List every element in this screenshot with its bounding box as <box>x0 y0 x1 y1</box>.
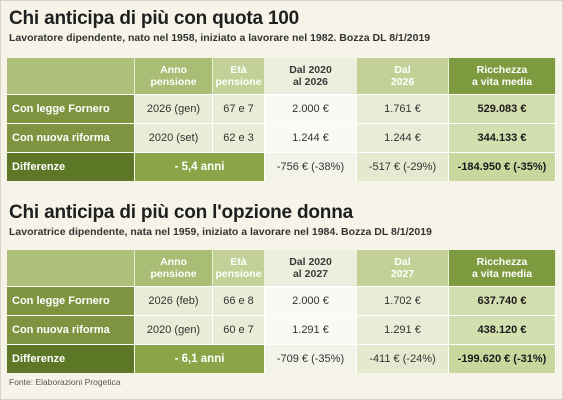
row-label: Differenze <box>7 152 135 181</box>
cell-eta: 67 e 7 <box>213 94 265 123</box>
header-blank <box>7 250 135 286</box>
section-title: Chi anticipa di più con l'opzione donna <box>9 202 353 223</box>
header-blank <box>7 58 135 94</box>
cell-anno: 2026 (feb) <box>135 286 213 315</box>
header-ricchezza: Ricchezza a vita media <box>449 250 556 286</box>
cell-ricchezza: 529.083 € <box>449 94 556 123</box>
cell-dal-2020: 1.244 € <box>265 123 357 152</box>
header-eta-pensione: Età pensione <box>213 250 265 286</box>
row-label: Con nuova riforma <box>7 123 135 152</box>
section-subtitle: Lavoratore dipendente, nato nel 1958, in… <box>9 32 431 44</box>
header-dal-2020: Dal 2020 al 2027 <box>265 250 357 286</box>
header-eta-pensione: Età pensione <box>213 58 265 94</box>
cell-dal: 1.702 € <box>357 286 449 315</box>
row-label: Con nuova riforma <box>7 315 135 344</box>
row-label: Con legge Fornero <box>7 94 135 123</box>
cell-diff-ricchezza: -199.620 € (-31%) <box>449 344 556 373</box>
cell-ricchezza: 438.120 € <box>449 315 556 344</box>
row-label: Differenze <box>7 344 135 373</box>
cell-diff-dal: -411 € (-24%) <box>357 344 449 373</box>
quota-100-section: Chi anticipa di più con quota 100 Lavora… <box>0 8 563 181</box>
table-row: Con nuova riforma 2020 (set) 62 e 3 1.24… <box>7 123 556 152</box>
cell-anno: 2020 (set) <box>135 123 213 152</box>
header-dal: Dal 2026 <box>357 58 449 94</box>
differences-row: Differenze - 5,4 anni -756 € (-38%) -517… <box>7 152 556 181</box>
section-subtitle: Lavoratrice dipendente, nata nel 1959, i… <box>9 226 432 238</box>
header-row: Anno pensione Età pensione Dal 2020 al 2026… <box>7 58 556 94</box>
differences-row: Differenze - 6,1 anni -709 € (-35%) -411… <box>7 344 556 373</box>
cell-diff-anni: - 6,1 anni <box>135 344 265 373</box>
comparison-table: Anno pensione Età pensione Dal 2020 al 2027… <box>7 250 556 373</box>
cell-diff-dal-2020: -756 € (-38%) <box>265 152 357 181</box>
comparison-table: Anno pensione Età pensione Dal 2020 al 2026… <box>7 58 556 181</box>
cell-eta: 66 e 8 <box>213 286 265 315</box>
table-row: Con legge Fornero 2026 (feb) 66 e 8 2.00… <box>7 286 556 315</box>
cell-anno: 2020 (gen) <box>135 315 213 344</box>
cell-ricchezza: 637.740 € <box>449 286 556 315</box>
table-row: Con legge Fornero 2026 (gen) 67 e 7 2.00… <box>7 94 556 123</box>
cell-dal-2020: 1.291 € <box>265 315 357 344</box>
cell-ricchezza: 344.133 € <box>449 123 556 152</box>
cell-diff-dal: -517 € (-29%) <box>357 152 449 181</box>
cell-eta: 60 e 7 <box>213 315 265 344</box>
header-anno-pensione: Anno pensione <box>135 250 213 286</box>
cell-dal: 1.291 € <box>357 315 449 344</box>
header-anno-pensione: Anno pensione <box>135 58 213 94</box>
cell-eta: 62 e 3 <box>213 123 265 152</box>
row-label: Con legge Fornero <box>7 286 135 315</box>
header-ricchezza: Ricchezza a vita media <box>449 58 556 94</box>
cell-dal-2020: 2.000 € <box>265 94 357 123</box>
cell-diff-ricchezza: -184.950 € (-35%) <box>449 152 556 181</box>
cell-dal: 1.761 € <box>357 94 449 123</box>
cell-dal: 1.244 € <box>357 123 449 152</box>
section-title: Chi anticipa di più con quota 100 <box>9 8 300 29</box>
header-dal-2020: Dal 2020 al 2026 <box>265 58 357 94</box>
cell-anno: 2026 (gen) <box>135 94 213 123</box>
header-dal: Dal 2027 <box>357 250 449 286</box>
cell-diff-dal-2020: -709 € (-35%) <box>265 344 357 373</box>
cell-dal-2020: 2.000 € <box>265 286 357 315</box>
opzione-donna-section: Chi anticipa di più con l'opzione donna … <box>0 202 563 373</box>
table-row: Con nuova riforma 2020 (gen) 60 e 7 1.29… <box>7 315 556 344</box>
header-row: Anno pensione Età pensione Dal 2020 al 2027… <box>7 250 556 286</box>
cell-diff-anni: - 5,4 anni <box>135 152 265 181</box>
source-note: Fonte: Elaborazioni Progetica <box>9 377 121 387</box>
